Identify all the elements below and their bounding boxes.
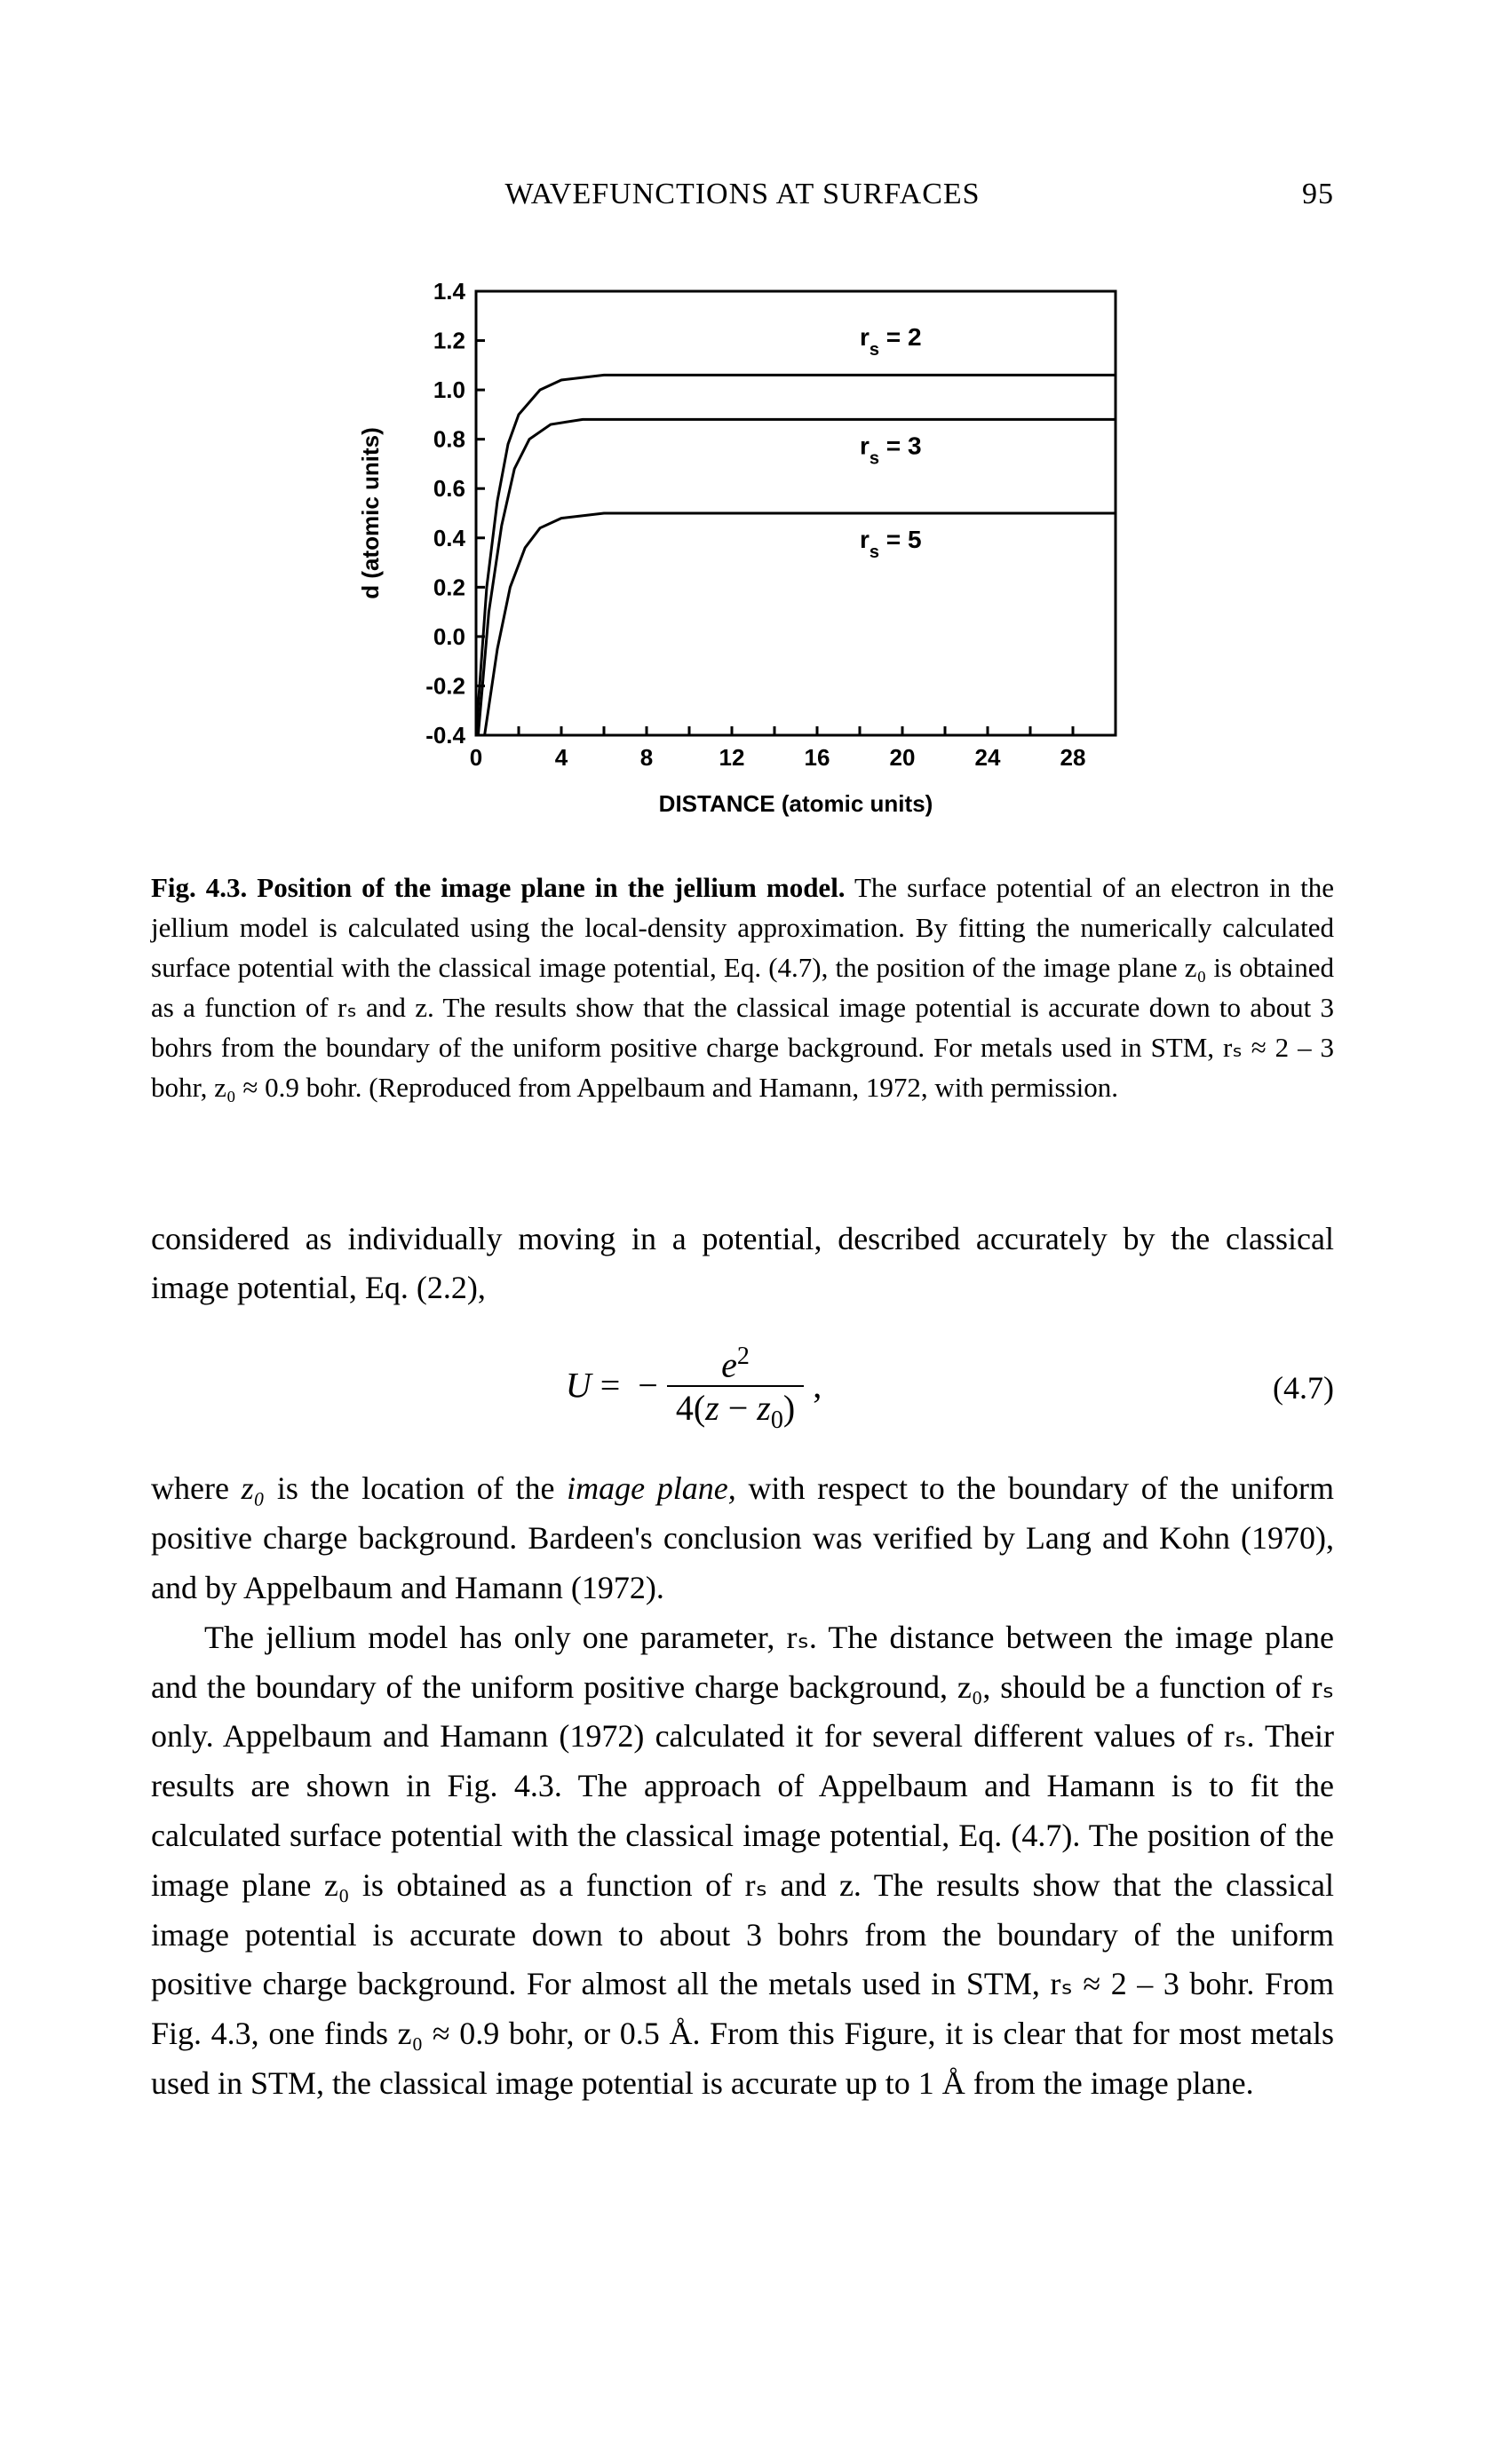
svg-text:-0.4: -0.4 bbox=[425, 722, 465, 749]
page-number: 95 bbox=[1263, 178, 1334, 211]
svg-text:1.0: 1.0 bbox=[433, 376, 465, 403]
svg-text:0.6: 0.6 bbox=[433, 475, 465, 502]
svg-text:rs = 2: rs = 2 bbox=[860, 323, 922, 360]
svg-text:1.2: 1.2 bbox=[433, 328, 465, 354]
svg-text:16: 16 bbox=[805, 744, 830, 771]
para2-z0: z₀ bbox=[242, 1470, 266, 1506]
paragraph-3: The jellium model has only one parameter… bbox=[151, 1613, 1334, 2109]
svg-text:rs = 5: rs = 5 bbox=[860, 526, 922, 562]
caption-body: The surface potential of an electron in … bbox=[151, 872, 1334, 1103]
svg-text:0.0: 0.0 bbox=[433, 623, 465, 650]
paragraph-1: considered as individually moving in a p… bbox=[151, 1215, 1334, 1314]
para2-pre: where bbox=[151, 1470, 242, 1506]
svg-text:20: 20 bbox=[890, 744, 916, 771]
svg-text:0.2: 0.2 bbox=[433, 574, 465, 600]
figure-caption: Fig. 4.3. Position of the image plane in… bbox=[151, 868, 1334, 1108]
equation-4-7: U = − e2 4(z − z0) , (4.7) bbox=[151, 1343, 1334, 1434]
equation-number: (4.7) bbox=[1236, 1364, 1334, 1414]
header-spacer bbox=[151, 178, 222, 211]
svg-text:24: 24 bbox=[975, 744, 1001, 771]
svg-text:d (atomic units): d (atomic units) bbox=[357, 427, 384, 599]
svg-text:0.4: 0.4 bbox=[433, 525, 466, 551]
line-chart: 0 4 8 12 16 20 24 28 -0.4 -0.2 0.0 0.2 0.4 0.6 0.8 1.0 1… bbox=[352, 273, 1133, 833]
svg-text:8: 8 bbox=[640, 744, 653, 771]
svg-text:4: 4 bbox=[555, 744, 568, 771]
svg-text:-0.2: -0.2 bbox=[425, 672, 465, 699]
body-text: considered as individually moving in a p… bbox=[151, 1215, 1334, 2109]
running-header: WAVEFUNCTIONS AT SURFACES 95 bbox=[151, 178, 1334, 211]
page: WAVEFUNCTIONS AT SURFACES 95 0 4 8 12 16 20 24… bbox=[0, 0, 1485, 2464]
svg-text:rs = 3: rs = 3 bbox=[860, 432, 922, 468]
svg-text:12: 12 bbox=[719, 744, 745, 771]
paragraph-2: where z₀ is the location of the image pl… bbox=[151, 1464, 1334, 1612]
header-title: WAVEFUNCTIONS AT SURFACES bbox=[222, 178, 1263, 211]
svg-text:DISTANCE (atomic units): DISTANCE (atomic units) bbox=[659, 790, 933, 817]
para2-mid1: is the location of the bbox=[265, 1470, 567, 1506]
svg-text:0: 0 bbox=[470, 744, 482, 771]
svg-text:28: 28 bbox=[1060, 744, 1086, 771]
para2-image-plane: image plane, bbox=[567, 1470, 736, 1506]
equation-expression: U = − e2 4(z − z0) , bbox=[151, 1343, 1236, 1434]
figure-4-3: 0 4 8 12 16 20 24 28 -0.4 -0.2 0.0 0.2 0.4 0.6 0.8 1.0 1… bbox=[352, 273, 1133, 833]
caption-lead: Fig. 4.3. Position of the image plane in… bbox=[151, 872, 846, 903]
svg-text:1.4: 1.4 bbox=[433, 278, 466, 305]
svg-text:0.8: 0.8 bbox=[433, 426, 465, 453]
